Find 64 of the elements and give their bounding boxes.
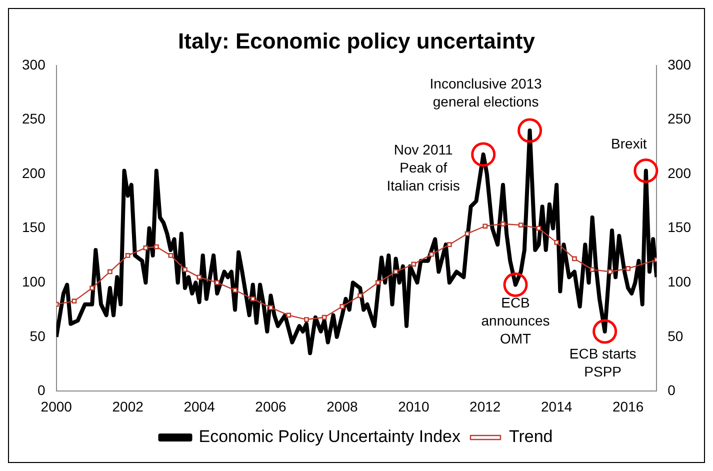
point bbox=[232, 288, 238, 293]
point bbox=[500, 222, 506, 226]
point bbox=[90, 286, 95, 290]
point bbox=[286, 312, 292, 318]
point bbox=[168, 253, 174, 258]
chart-title: Italy: Economic policy uncertainty bbox=[178, 28, 536, 54]
point bbox=[143, 245, 148, 250]
point bbox=[429, 252, 434, 257]
y-tick-label: 100 bbox=[22, 273, 46, 290]
point bbox=[154, 244, 159, 250]
x-tick-label: 2016 bbox=[612, 398, 644, 414]
y-tick-label: 150 bbox=[22, 219, 46, 236]
y-tick-label: 250 bbox=[22, 110, 46, 127]
point bbox=[340, 304, 345, 309]
legend-label: Trend bbox=[508, 427, 553, 446]
point bbox=[393, 269, 398, 274]
annotation: Inconclusive 2013 general elections bbox=[430, 75, 542, 110]
x-tick-label: 2002 bbox=[112, 398, 144, 414]
x-tick-label: 2006 bbox=[255, 398, 287, 414]
x-tick-label: 2014 bbox=[541, 398, 572, 414]
y-tick-label: 300 bbox=[22, 56, 46, 72]
point bbox=[411, 262, 416, 267]
y2-tick-label: 250 bbox=[668, 110, 692, 127]
annotation: Nov 2011 Peak of Italian crisis bbox=[386, 141, 460, 194]
y2-tick-label: 150 bbox=[668, 219, 692, 236]
point bbox=[214, 280, 220, 286]
annotation: ECB announces OMT bbox=[481, 294, 550, 347]
annotation: Brexit bbox=[611, 136, 647, 152]
y-tick-label: 50 bbox=[30, 328, 46, 344]
point bbox=[518, 222, 524, 228]
y2-tick-label: 50 bbox=[668, 328, 684, 344]
point bbox=[590, 267, 595, 272]
point bbox=[482, 224, 488, 229]
y2-tick-label: 100 bbox=[668, 273, 692, 290]
x-tick-label: 2000 bbox=[40, 398, 72, 414]
point bbox=[572, 256, 577, 262]
y2-tick-label: 200 bbox=[668, 164, 692, 181]
point bbox=[196, 274, 202, 280]
point bbox=[250, 296, 256, 302]
point bbox=[536, 226, 542, 231]
x-tick-label: 2004 bbox=[184, 398, 216, 414]
x-tick-label: 2008 bbox=[326, 398, 358, 414]
annotation: ECB starts PSPP bbox=[569, 345, 636, 380]
point bbox=[108, 269, 112, 274]
point bbox=[608, 269, 613, 274]
point bbox=[72, 298, 77, 304]
x-tick-label: 2010 bbox=[398, 398, 430, 414]
point bbox=[376, 280, 380, 286]
point bbox=[322, 314, 327, 320]
point bbox=[464, 231, 470, 236]
point bbox=[554, 240, 560, 245]
point bbox=[446, 242, 452, 248]
point bbox=[626, 266, 630, 271]
point bbox=[182, 267, 188, 272]
y-tick-label: 200 bbox=[22, 164, 46, 181]
x-tick-label: 2012 bbox=[470, 398, 501, 414]
y2-tick-label: 0 bbox=[668, 382, 676, 398]
y-tick-label: 0 bbox=[38, 382, 46, 398]
point bbox=[358, 293, 363, 298]
point bbox=[125, 253, 130, 258]
point bbox=[268, 305, 274, 310]
point bbox=[304, 317, 309, 322]
y2-tick-label: 300 bbox=[668, 56, 692, 72]
legend-label: Economic Policy Uncertainty Index bbox=[198, 427, 461, 446]
